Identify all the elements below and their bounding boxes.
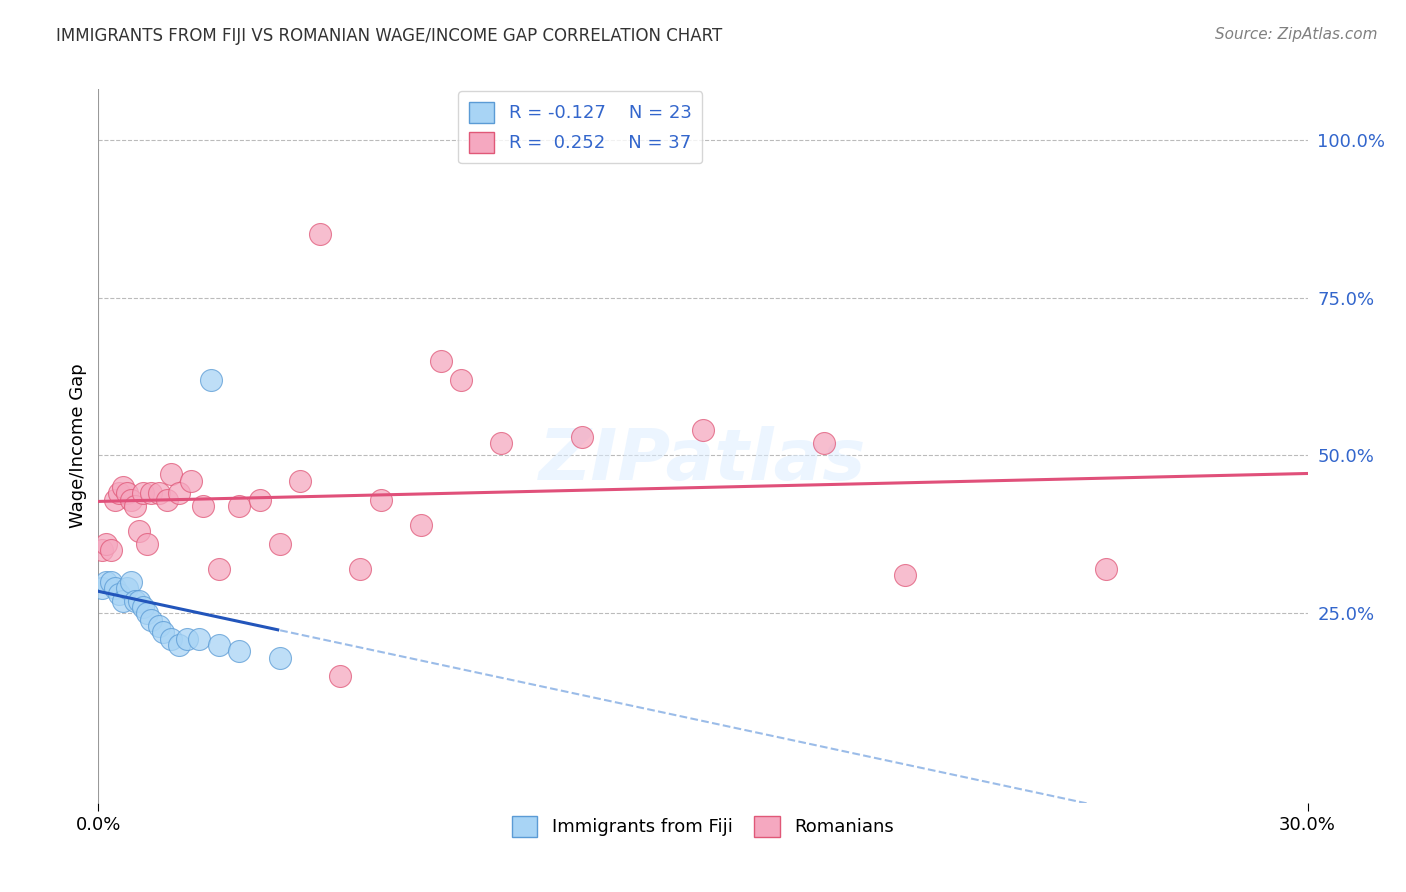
Point	[228, 644, 250, 658]
Point	[692, 423, 714, 437]
Point	[115, 486, 138, 500]
Point	[269, 537, 291, 551]
Point	[180, 474, 202, 488]
Point	[148, 486, 170, 500]
Point	[139, 613, 162, 627]
Point	[193, 499, 215, 513]
Point	[409, 517, 432, 532]
Point	[288, 474, 311, 488]
Point	[135, 607, 157, 621]
Point	[813, 435, 835, 450]
Point	[152, 625, 174, 640]
Point	[128, 593, 150, 607]
Point	[120, 492, 142, 507]
Point	[188, 632, 211, 646]
Point	[120, 574, 142, 589]
Point	[135, 537, 157, 551]
Point	[132, 600, 155, 615]
Point	[124, 499, 146, 513]
Point	[91, 581, 114, 595]
Point	[349, 562, 371, 576]
Point	[167, 638, 190, 652]
Point	[208, 562, 231, 576]
Point	[124, 593, 146, 607]
Point	[309, 227, 332, 242]
Point	[370, 492, 392, 507]
Text: Source: ZipAtlas.com: Source: ZipAtlas.com	[1215, 27, 1378, 42]
Point	[176, 632, 198, 646]
Point	[139, 486, 162, 500]
Text: IMMIGRANTS FROM FIJI VS ROMANIAN WAGE/INCOME GAP CORRELATION CHART: IMMIGRANTS FROM FIJI VS ROMANIAN WAGE/IN…	[56, 27, 723, 45]
Point	[96, 537, 118, 551]
Legend: Immigrants from Fiji, Romanians: Immigrants from Fiji, Romanians	[505, 808, 901, 844]
Point	[128, 524, 150, 539]
Point	[107, 587, 129, 601]
Y-axis label: Wage/Income Gap: Wage/Income Gap	[69, 364, 87, 528]
Point	[100, 543, 122, 558]
Point	[156, 492, 179, 507]
Point	[96, 574, 118, 589]
Point	[132, 486, 155, 500]
Point	[491, 435, 513, 450]
Point	[148, 619, 170, 633]
Point	[200, 373, 222, 387]
Point	[115, 581, 138, 595]
Point	[269, 650, 291, 665]
Point	[111, 480, 134, 494]
Point	[893, 568, 915, 582]
Point	[329, 669, 352, 683]
Point	[249, 492, 271, 507]
Point	[160, 467, 183, 482]
Point	[450, 373, 472, 387]
Point	[1095, 562, 1118, 576]
Point	[111, 593, 134, 607]
Point	[103, 581, 125, 595]
Point	[100, 574, 122, 589]
Point	[160, 632, 183, 646]
Point	[208, 638, 231, 652]
Point	[430, 353, 453, 368]
Point	[167, 486, 190, 500]
Point	[91, 543, 114, 558]
Point	[228, 499, 250, 513]
Point	[107, 486, 129, 500]
Point	[103, 492, 125, 507]
Point	[571, 429, 593, 443]
Text: ZIPatlas: ZIPatlas	[540, 425, 866, 495]
